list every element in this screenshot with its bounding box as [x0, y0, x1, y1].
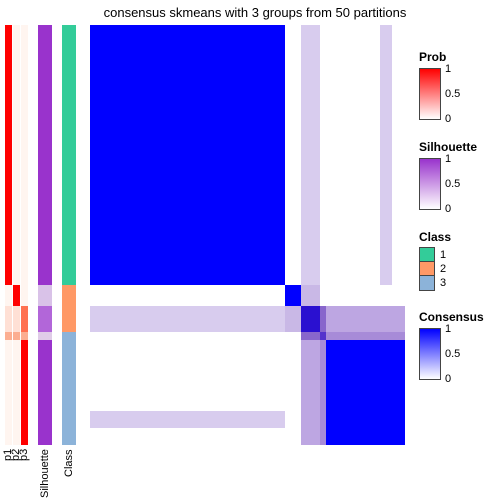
legend-item: 1	[419, 248, 499, 262]
heatmap-block	[301, 340, 320, 445]
heatmap-block	[301, 306, 320, 331]
legend-label: 1	[440, 249, 446, 261]
heatmap-block	[285, 306, 301, 331]
legend-tick: 0.5	[445, 348, 460, 360]
heatmap-block	[301, 332, 320, 340]
track-Silhouette	[38, 25, 52, 445]
consensus-heatmap	[90, 25, 405, 445]
heatmap-block	[301, 285, 320, 306]
heatmap-block	[90, 25, 285, 285]
track-segment	[21, 25, 28, 285]
track-segment	[38, 332, 52, 340]
legend-prob: Prob 10.50	[419, 50, 499, 120]
track-p2	[13, 25, 20, 445]
heatmap-block	[301, 25, 320, 285]
track-segment	[13, 25, 20, 285]
track-segment	[38, 25, 52, 285]
axis-label: p3	[18, 449, 30, 501]
legend-item: 2	[419, 262, 499, 276]
legend-title: Class	[419, 230, 499, 244]
legend-title: Prob	[419, 50, 499, 64]
plot-area	[5, 25, 405, 445]
axis-label: Class	[63, 449, 75, 501]
legend-item: 3	[419, 276, 499, 290]
track-segment	[5, 332, 12, 340]
legend-tick: 1	[445, 323, 451, 335]
track-segment	[62, 340, 76, 445]
legend-tick: 0	[445, 113, 451, 125]
legend-swatch	[419, 275, 435, 291]
track-Class	[62, 25, 76, 445]
heatmap-block	[90, 306, 285, 331]
track-segment	[21, 332, 28, 340]
track-p3	[21, 25, 28, 445]
legend-title: Silhouette	[419, 140, 499, 154]
legend-label: 3	[440, 277, 446, 289]
legend-tick: 0	[445, 203, 451, 215]
heatmap-block	[320, 306, 326, 331]
legend-title: Consensus	[419, 310, 499, 324]
heatmap-block	[326, 332, 405, 340]
heatmap-block	[285, 285, 301, 306]
track-segment	[13, 306, 20, 331]
legend-tick: 1	[445, 63, 451, 75]
legend-ramp: 10.50	[419, 158, 441, 210]
track-segment	[5, 306, 12, 331]
heatmap-block	[320, 340, 326, 445]
track-segment	[21, 285, 28, 306]
track-segment	[62, 285, 76, 306]
track-segment	[13, 340, 20, 445]
track-segment	[21, 340, 28, 445]
heatmap-block	[326, 340, 405, 445]
track-segment	[5, 285, 12, 306]
plot-title: consensus skmeans with 3 groups from 50 …	[85, 5, 425, 20]
legend-label: 2	[440, 263, 446, 275]
track-segment	[5, 340, 12, 445]
track-segment	[62, 332, 76, 340]
track-segment	[5, 25, 12, 285]
legend-class: Class 1 2 3	[419, 230, 499, 290]
legend-silhouette: Silhouette 10.50	[419, 140, 499, 210]
track-p1	[5, 25, 12, 445]
track-segment	[38, 306, 52, 331]
legend-tick: 0.5	[445, 178, 460, 190]
legend-column: Prob10.50Silhouette10.50Class123Consensu…	[419, 50, 499, 400]
track-segment	[21, 306, 28, 331]
track-segment	[62, 306, 76, 331]
track-segment	[13, 285, 20, 306]
legend-tick: 0	[445, 373, 451, 385]
track-segment	[62, 25, 76, 285]
track-segment	[13, 332, 20, 340]
heatmap-block	[90, 411, 285, 428]
track-segment	[38, 340, 52, 445]
legend-consensus: Consensus 10.50	[419, 310, 499, 380]
legend-tick: 1	[445, 153, 451, 165]
heatmap-block	[380, 25, 393, 285]
heatmap-block	[326, 306, 405, 331]
track-segment	[38, 285, 52, 306]
axis-label: Silhouette	[39, 449, 51, 501]
legend-tick: 0.5	[445, 88, 460, 100]
legend-ramp: 10.50	[419, 68, 441, 120]
legend-ramp: 10.50	[419, 328, 441, 380]
